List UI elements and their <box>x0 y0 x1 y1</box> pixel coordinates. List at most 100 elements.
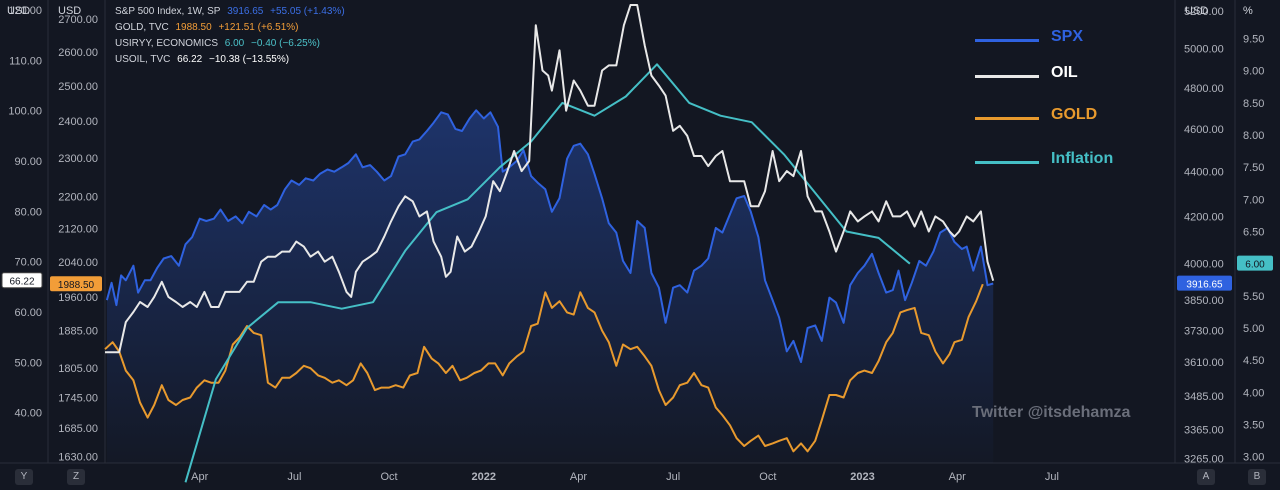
gold-last-value-badge <box>50 276 102 292</box>
spx-axis-tick: 3485.00 <box>1184 391 1224 403</box>
time-axis-tick: Jul <box>666 471 680 483</box>
gold-axis-tick: 2200.00 <box>58 192 98 204</box>
time-axis-tick: Oct <box>381 471 398 483</box>
spx-line <box>105 109 994 363</box>
infl-axis-tick: 9.00 <box>1243 66 1264 78</box>
gold-axis-tick: 1630.00 <box>58 452 98 464</box>
gold-axis-tick: 1745.00 <box>58 392 98 404</box>
spx-axis-tick: 3610.00 <box>1184 357 1224 369</box>
spx-axis-tick: 3850.00 <box>1184 295 1224 307</box>
time-axis-tick: Jul <box>287 471 301 483</box>
infl-axis-tick: 4.00 <box>1243 387 1264 399</box>
infl-axis-tick: 8.50 <box>1243 98 1264 110</box>
legend-label-oil: OIL <box>1051 64 1078 81</box>
legend-swatch-gold <box>975 117 1039 120</box>
time-axis-tick: Apr <box>949 471 966 483</box>
infl-axis-tick: 5.50 <box>1243 291 1264 303</box>
infl-axis-tick: 6.50 <box>1243 227 1264 239</box>
series-group <box>104 4 995 483</box>
time-axis-tick: Apr <box>191 471 208 483</box>
spx-axis-tick: 4000.00 <box>1184 258 1224 270</box>
gold-axis-unit: USD <box>58 5 82 17</box>
legend-swatch-spx <box>975 39 1039 42</box>
last-value-labels: 66.22 1988.50 3916.65 6.00 <box>1 255 1273 292</box>
spx-last-value-badge <box>1177 275 1232 291</box>
gold-axis-tick: 2120.00 <box>58 224 98 236</box>
zoom-toggle-left[interactable]: Z <box>67 469 85 485</box>
oil-last-value-badge <box>1 272 43 289</box>
infl-last-value-badge <box>1237 255 1273 271</box>
oil-axis-tick: 120.00 <box>8 5 42 17</box>
legend-swatch-inflation <box>975 161 1039 164</box>
time-axis-tick: Jul <box>1045 471 1059 483</box>
gold-axis-tick: 2700.00 <box>58 14 98 26</box>
infl-axis-tick: 4.50 <box>1243 355 1264 367</box>
oil-axis-tick: 40.00 <box>14 408 42 420</box>
legend-swatch-oil <box>975 75 1039 78</box>
infl-axis-tick: 7.50 <box>1243 162 1264 174</box>
legend-label-spx: SPX <box>1051 28 1084 45</box>
info-oil-value: 66.22 <box>177 54 203 65</box>
inflation-line <box>184 63 911 483</box>
spx-axis-tick: 3730.00 <box>1184 326 1224 338</box>
infl-axis-tick: 3.00 <box>1243 452 1264 464</box>
log-scale-toggle-right[interactable]: B <box>1248 469 1266 485</box>
info-gold-name: GOLD, TVC <box>115 22 169 33</box>
gold-line <box>104 283 984 453</box>
time-axis-tick: Apr <box>570 471 587 483</box>
info-gold-value: 1988.50 <box>175 22 212 33</box>
spx-axis-tick: 4200.00 <box>1184 211 1224 223</box>
watermark-text: Twitter @itsdehamza <box>972 404 1131 421</box>
inflation-axis-unit: % <box>1243 5 1253 17</box>
gold-axis-tick: 1885.00 <box>58 326 98 338</box>
oil-axis-tick: 110.00 <box>9 55 42 67</box>
oil-last-value: 66.22 <box>9 277 34 288</box>
spx-axis-tick: 4600.00 <box>1184 124 1224 136</box>
gold-axis-tick: 2400.00 <box>58 116 98 128</box>
oil-axis-tick: 90.00 <box>14 156 42 168</box>
legend-label-gold: GOLD <box>1051 106 1098 123</box>
oil-axis-tick: 50.00 <box>14 357 42 369</box>
info-gold-change: +121.51 (+6.51%) <box>218 22 299 33</box>
info-row-spx[interactable]: S&P 500 Index, 1W, SP 3916.65 +55.05 (+1… <box>115 6 349 17</box>
gold-axis-tick: 2040.00 <box>58 257 98 269</box>
oil-axis-tick: 100.00 <box>8 106 42 118</box>
gold-axis-tick: 1805.00 <box>58 363 98 375</box>
info-row-gold[interactable]: GOLD, TVC 1988.50 +121.51 (+6.51%) <box>115 22 303 33</box>
info-inflation-change: −0.40 (−6.25%) <box>251 38 320 49</box>
info-row-inflation[interactable]: USIRYY, ECONOMICS 6.00 −0.40 (−6.25%) <box>115 38 324 49</box>
gold-axis-tick: 2300.00 <box>58 153 98 165</box>
gold-axis-tick: 2500.00 <box>58 81 98 93</box>
gold-last-value: 1988.50 <box>58 280 95 291</box>
spx-area <box>106 110 994 464</box>
info-row-oil[interactable]: USOIL, TVC 66.22 −10.38 (−13.55%) <box>115 54 293 65</box>
oil-axis-unit: USD <box>7 5 31 17</box>
time-axis-group: Apr Jul Oct 2022 Apr Jul Oct 2023 Apr Jul <box>191 471 1059 483</box>
spx-axis-tick: 5000.00 <box>1184 44 1224 56</box>
infl-axis-tick: 9.50 <box>1243 34 1264 46</box>
spx-axis-tick: 3265.00 <box>1184 454 1224 466</box>
auto-scale-toggle-right[interactable]: A <box>1197 469 1215 485</box>
spx-axis-tick: 3365.00 <box>1184 425 1224 437</box>
time-axis-tick: 2023 <box>850 471 874 483</box>
axis-ticks-group: 120.00 110.00 100.00 90.00 80.00 70.00 60.00 50… <box>8 5 1264 466</box>
info-oil-change: −10.38 (−13.55%) <box>208 54 290 65</box>
info-spx-name: S&P 500 Index, 1W, SP <box>115 6 221 17</box>
oil-axis-tick: 80.00 <box>14 206 42 218</box>
time-axis-tick: Oct <box>759 471 776 483</box>
legend-label-inflation: Inflation <box>1051 150 1114 167</box>
infl-last-value: 6.00 <box>1245 260 1265 271</box>
gold-axis-tick: 1960.00 <box>58 292 98 304</box>
info-inflation-value: 6.00 <box>224 38 245 49</box>
info-inflation-name: USIRYY, ECONOMICS <box>115 38 218 49</box>
oil-axis-tick: 70.00 <box>14 257 42 269</box>
log-scale-toggle-left[interactable]: Y <box>15 469 33 485</box>
info-spx-value: 3916.65 <box>227 6 264 17</box>
info-spx-change: +55.05 (+1.43%) <box>270 6 345 17</box>
infl-axis-tick: 3.50 <box>1243 419 1264 431</box>
spx-axis-tick: 4800.00 <box>1184 83 1224 95</box>
infl-axis-tick: 5.00 <box>1243 323 1264 335</box>
oil-axis-tick: 60.00 <box>14 307 42 319</box>
oil-line <box>105 4 995 354</box>
gold-axis-tick: 1685.00 <box>58 423 98 435</box>
